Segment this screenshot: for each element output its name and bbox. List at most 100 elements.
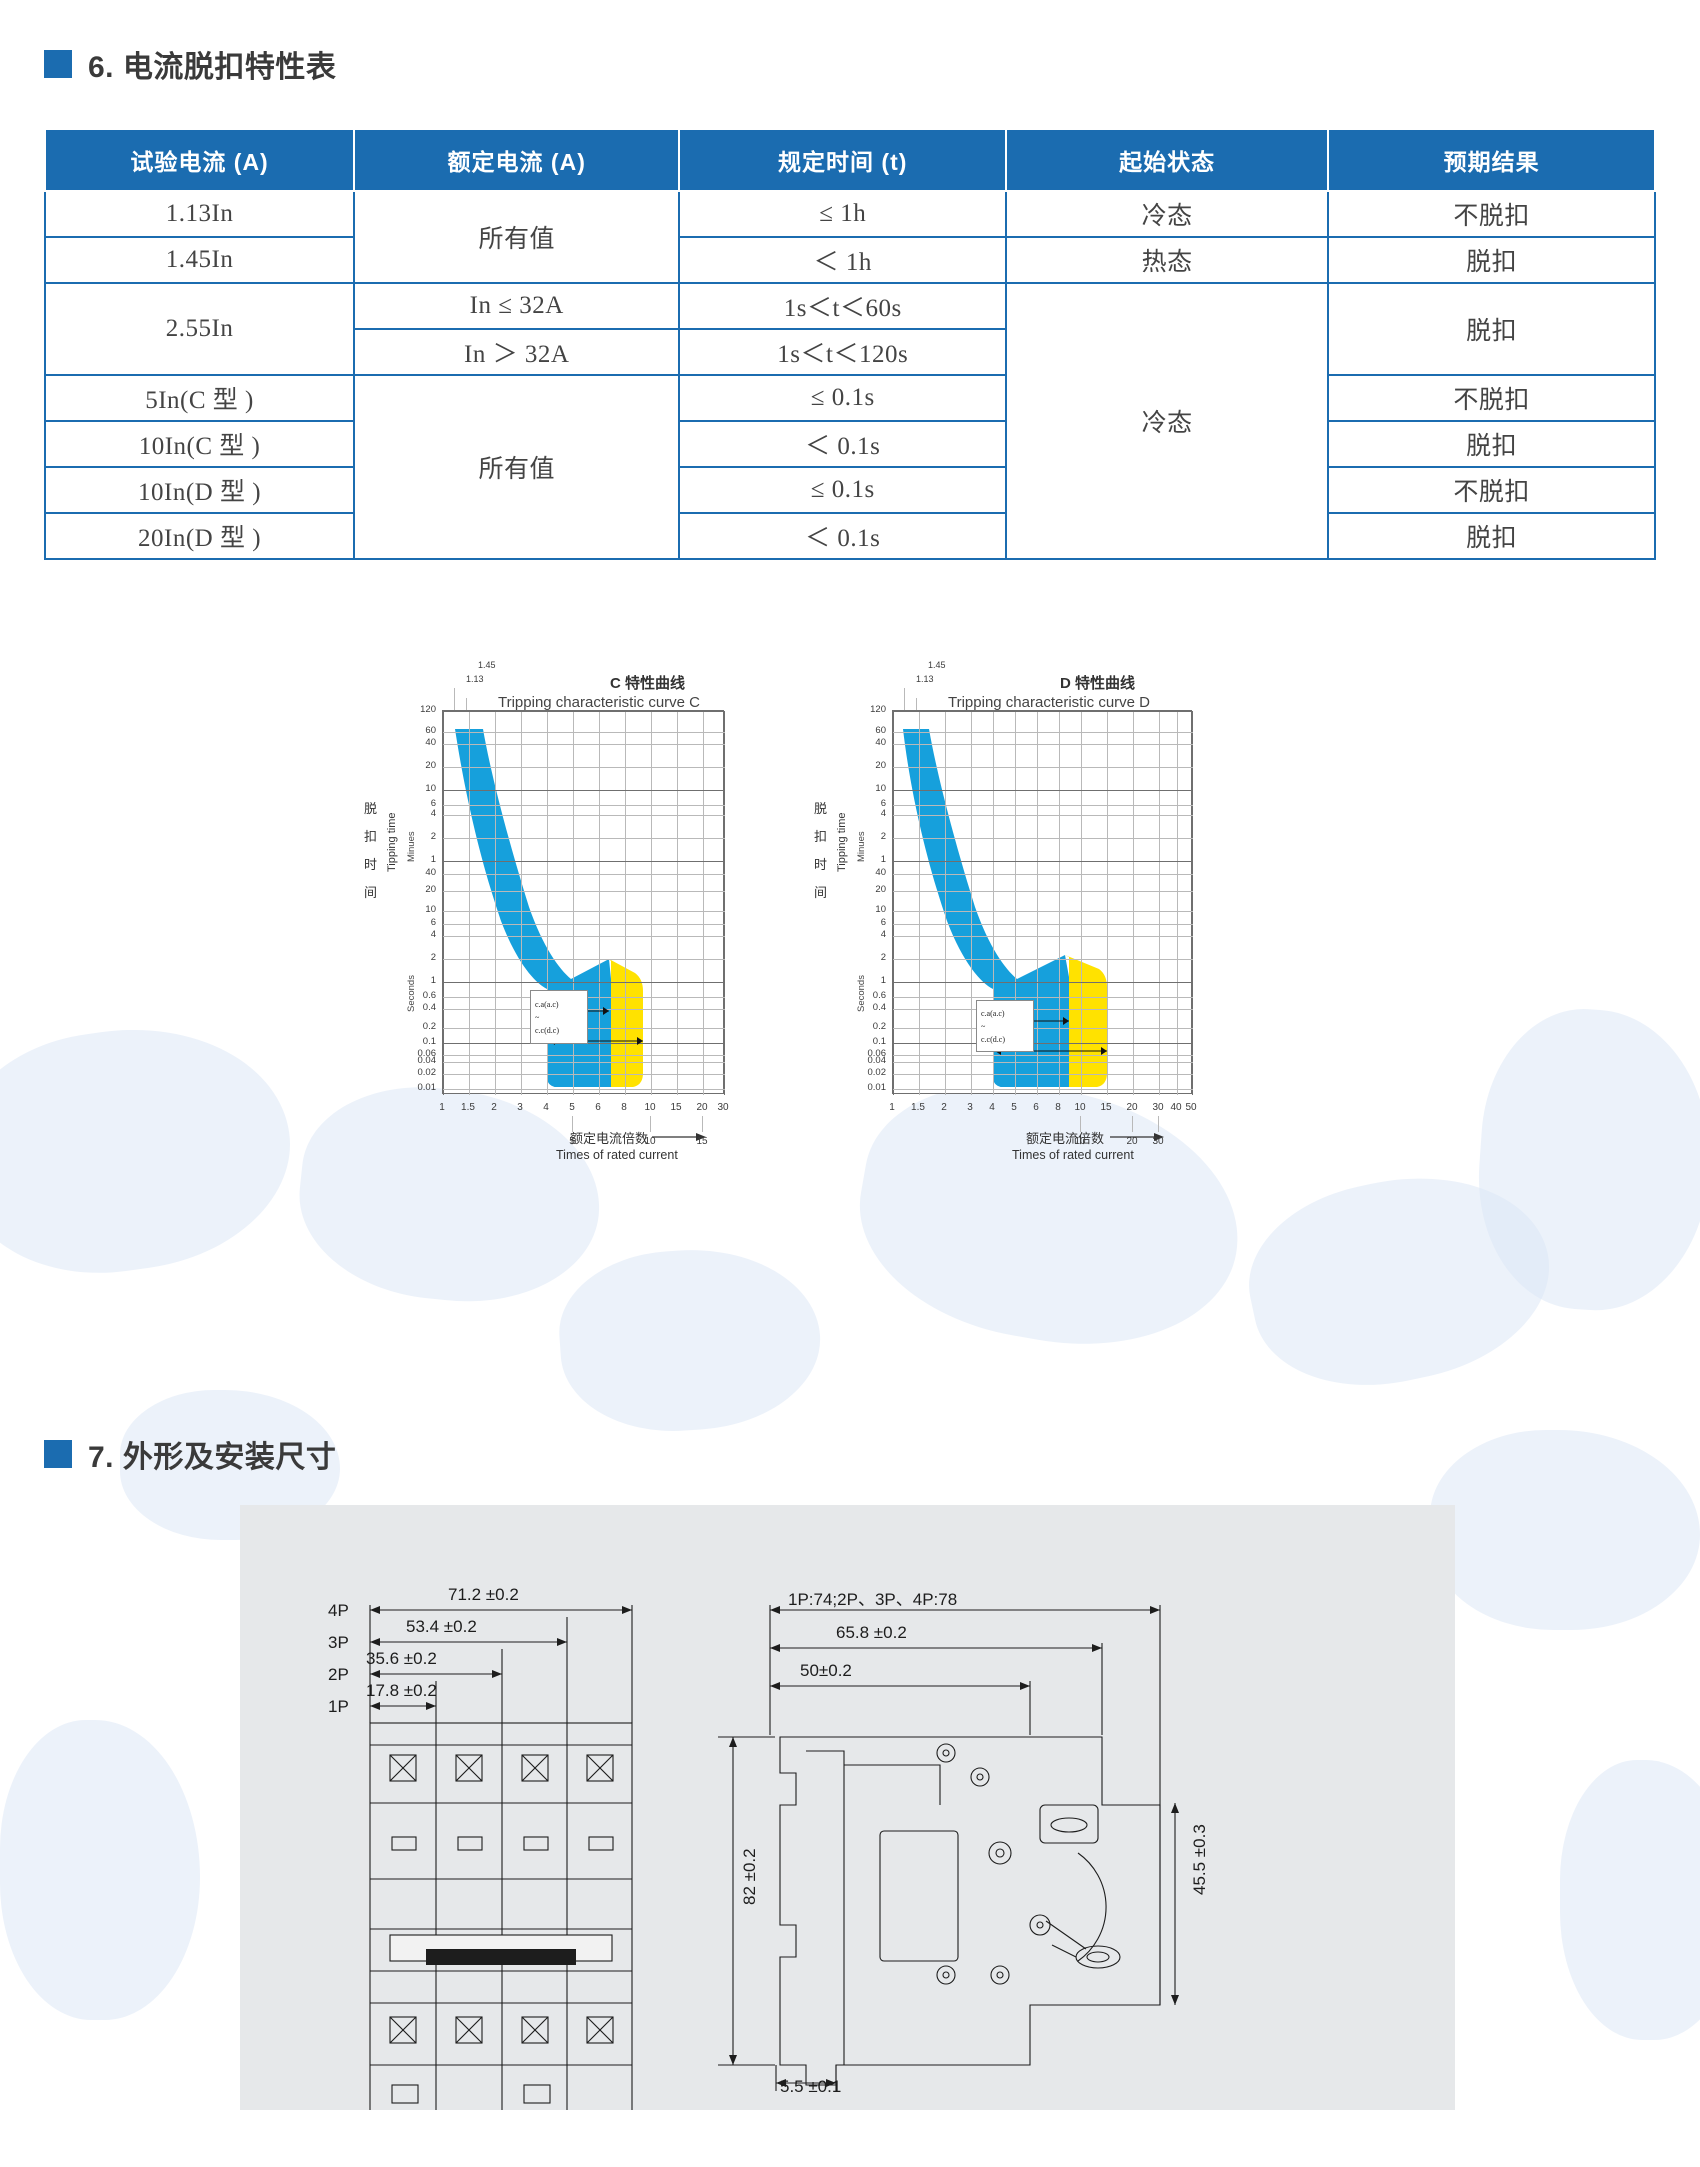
chart-gridline-h <box>893 936 1193 937</box>
chart-gridline-h <box>443 936 725 937</box>
table-row: 2.55In In ≤ 32A 1s＜t＜60s 冷态 脱扣 <box>43 282 1656 560</box>
chart-c-title-en: Tripping characteristic curve C <box>498 694 701 711</box>
chart-curve-c: C 特性曲线 Tripping characteristic curve C 1… <box>364 660 820 1372</box>
dim-width-4p: 71.2 ±0.2 <box>448 1585 519 1604</box>
chart-gridline-v <box>651 711 652 1095</box>
chart-ytick-label: 4 <box>880 808 886 819</box>
chart-ytick-label: 20 <box>425 760 436 771</box>
chart-ytick-label: 2 <box>880 952 886 963</box>
chart-ytick-label: 6 <box>880 917 886 928</box>
dim-pole-label-1p: 1P <box>328 1697 349 1716</box>
chart-gridline-h <box>443 732 725 733</box>
chart-ytick-label: 4 <box>880 929 886 940</box>
dim-pole-label-2p: 2P <box>328 1665 349 1684</box>
cell-result: 不脱扣 <box>1327 190 1656 238</box>
chart-toptick-leader <box>466 698 467 710</box>
dimension-drawing-svg <box>369 1605 1179 2110</box>
chart-gridline-v <box>521 711 522 1095</box>
chart-ytick-label: 40 <box>875 737 886 748</box>
dim-depth-note: 1P:74;2P、3P、4P:78 <box>788 1590 958 1609</box>
chart-ytick-label: 2 <box>880 831 886 842</box>
chart-ytick-label: 0.4 <box>422 1002 436 1013</box>
chart-c-ylabel-en: Tipping time <box>386 812 398 872</box>
chart-ytick-label: 40 <box>425 737 436 748</box>
chart-gridline-v <box>1192 711 1193 1095</box>
chart-ytick-label: 0.04 <box>867 1055 887 1066</box>
chart-gridline-h <box>443 767 725 768</box>
chart-gridline-h <box>893 874 1193 875</box>
chart-c-toptick-113: 1.13 <box>466 674 484 684</box>
chart-gridline-v <box>919 711 920 1095</box>
table-row: In ＞ 32A 1s＜t＜120s <box>45 328 1655 376</box>
chart-toptick-leader <box>916 698 917 710</box>
chart-gridline-h <box>443 924 725 925</box>
chart-ytick-label: 6 <box>430 917 436 928</box>
chart-c-ylabel-cn-1: 脱 <box>364 801 378 816</box>
section-6-title: 6. 电流脱扣特性表 <box>88 51 337 84</box>
chart-gridline-v <box>1159 711 1160 1095</box>
chart-gridline-h <box>893 1028 1193 1029</box>
chart-gridline-h <box>893 790 1193 791</box>
chart-gridline-h <box>443 815 725 816</box>
chart-ytick-label: 0.1 <box>872 1036 886 1047</box>
chart-xtick-label: 1 <box>439 1102 445 1113</box>
chart-ytick-label: 2 <box>430 952 436 963</box>
chart-gridline-v <box>893 711 894 1095</box>
chart-gridline-h <box>443 874 725 875</box>
chart-ytick-label: 0.01 <box>867 1082 887 1093</box>
th-specified-time: 规定时间 (t) <box>678 128 1008 192</box>
chart-ytick-label: 10 <box>425 783 436 794</box>
chart-ytick-label: 40 <box>425 867 436 878</box>
chart-ytick-label: 4 <box>430 929 436 940</box>
dim-width-1p: 17.8 ±0.2 <box>366 1681 437 1700</box>
chart-ytick-label: 40 <box>875 867 886 878</box>
chart-ytick-label: 4 <box>430 808 436 819</box>
chart-ytick-label: 120 <box>420 704 436 715</box>
chart-gridline-v <box>724 711 725 1095</box>
chart-c-legend-dc: c.c(d.c) <box>535 1026 559 1035</box>
dim-width-3p: 53.4 ±0.2 <box>406 1617 477 1636</box>
chart-gridline-h <box>893 744 1193 745</box>
chart-gridline-h <box>443 805 725 806</box>
chart-gridline-h <box>893 1009 1193 1010</box>
table-row: 20In(D 型 ) ＜ 0.1s 脱扣 <box>43 512 1656 560</box>
chart-xtick-label: 4 <box>543 1102 549 1113</box>
table-row: 1.45In ＜ 1h 热态 脱扣 <box>43 236 1656 284</box>
chart-ytick-label: 10 <box>875 783 886 794</box>
chart-xtick-label: 1 <box>889 1102 895 1113</box>
chart-c-legend-ac: c.a(a.c) <box>535 1000 559 1009</box>
cell-result: 不脱扣 <box>1327 374 1656 422</box>
chart-xtick-label: 2 <box>491 1102 497 1113</box>
cell-time: 1s＜t＜60s <box>678 282 1008 330</box>
chart-xtick-label: 10 <box>644 1102 656 1113</box>
chart-gridline-v <box>993 711 994 1095</box>
chart-c-title-cn: C 特性曲线 <box>610 675 686 692</box>
chart-gridline-h <box>443 1089 725 1090</box>
chart-ytick-label: 0.6 <box>422 990 436 1001</box>
chart-d-legend-sep: ~ <box>981 1022 986 1031</box>
chart-gridline-h <box>443 1055 725 1056</box>
chart-ytick-label: 10 <box>425 904 436 915</box>
chart-c-xlabel-en: Times of rated current <box>556 1148 678 1162</box>
cell-time: ≤ 1h <box>678 190 1008 238</box>
chart-gridline-h <box>893 1074 1193 1075</box>
chart-gridline-v <box>1107 711 1108 1095</box>
chart-d-title-en: Tripping characteristic curve D <box>948 694 1151 711</box>
chart-d-ylabel-cn-2: 扣 <box>814 829 828 844</box>
chart-xtick-label: 1.5 <box>911 1102 925 1113</box>
chart-d-ylabel-cn-3: 时 <box>814 857 828 872</box>
chart-gridline-h <box>893 805 1193 806</box>
chart-xsubtick-label: 20 <box>1126 1136 1138 1147</box>
table-row: 5In(C 型 ) 所有值 ≤ 0.1s 不脱扣 <box>43 374 1656 560</box>
chart-xtick-label: 8 <box>621 1102 627 1113</box>
dim-foot-55: 5.5 ±0.1 <box>780 2077 842 2096</box>
chart-gridline-h <box>893 997 1193 998</box>
chart-xsubtick-label: 5 <box>569 1136 575 1147</box>
chart-ytick-label: 0.06 <box>867 1048 887 1059</box>
chart-ytick-label: 0.02 <box>417 1067 437 1078</box>
cell-result-255: 脱扣 <box>1327 282 1656 376</box>
chart-ytick-label: 2 <box>430 831 436 842</box>
dim-depth-50: 50±0.2 <box>800 1661 852 1680</box>
chart-gridline-v <box>1177 711 1178 1095</box>
cell-result: 脱扣 <box>1327 420 1656 468</box>
